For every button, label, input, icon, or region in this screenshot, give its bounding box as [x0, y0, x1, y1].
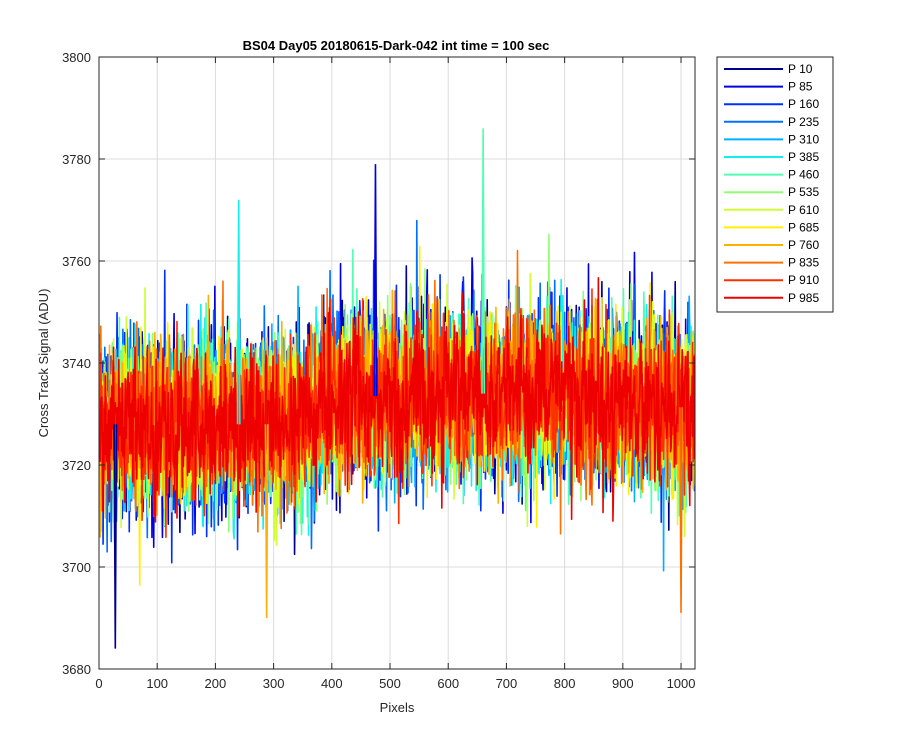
- x-tick-label: 600: [437, 676, 459, 691]
- legend-label: P 310: [788, 132, 819, 146]
- legend-label: P 535: [788, 185, 819, 199]
- legend-label: P 85: [788, 80, 813, 94]
- legend-label: P 835: [788, 256, 819, 270]
- x-tick-label: 900: [612, 676, 634, 691]
- axis-ticks: 0 100 200 300 400 500 600 700 800 900 1000 3680 3700…: [62, 50, 695, 691]
- x-tick-label: 500: [379, 676, 401, 691]
- x-tick-label: 400: [321, 676, 343, 691]
- y-axis-label: Cross Track Signal (ADU): [36, 289, 51, 438]
- series-layer: [99, 128, 695, 649]
- x-tick-label: 200: [205, 676, 227, 691]
- y-tick-label: 3740: [62, 356, 91, 371]
- legend-label: P 160: [788, 97, 819, 111]
- x-axis-label: Pixels: [380, 700, 415, 715]
- spike-line: [679, 407, 683, 613]
- spike-line: [236, 199, 241, 425]
- x-tick-label: 700: [496, 676, 518, 691]
- legend-box: [716, 56, 834, 313]
- y-tick-label: 3760: [62, 254, 91, 269]
- y-tick-label: 3680: [62, 662, 91, 677]
- spike-line: [264, 424, 269, 619]
- legend: P 10 P 85 P 160 P 235 P 310 P 385 P 460 P 535 P …: [716, 56, 834, 313]
- legend-label: P 10: [788, 62, 813, 76]
- legend-label: P 760: [788, 238, 819, 252]
- x-tick-label: 0: [95, 676, 102, 691]
- legend-label: P 610: [788, 203, 819, 217]
- x-tick-label: 100: [146, 676, 168, 691]
- chart-title: BS04 Day05 20180615-Dark-042 int time = …: [243, 38, 550, 53]
- y-tick-label: 3700: [62, 560, 91, 575]
- spike-line: [113, 424, 118, 649]
- legend-label: P 685: [788, 220, 819, 234]
- series-line: [99, 277, 695, 523]
- legend-label: P 235: [788, 115, 819, 129]
- y-tick-label: 3800: [62, 50, 91, 65]
- x-tick-label: 1000: [667, 676, 696, 691]
- x-tick-label: 300: [263, 676, 285, 691]
- spike-line: [373, 164, 378, 397]
- legend-label: P 460: [788, 168, 819, 182]
- legend-label: P 910: [788, 273, 819, 287]
- y-tick-label: 3720: [62, 458, 91, 473]
- legend-label: P 385: [788, 150, 819, 164]
- x-tick-label: 800: [554, 676, 576, 691]
- y-tick-label: 3780: [62, 152, 91, 167]
- spike-line: [481, 128, 486, 394]
- legend-label: P 985: [788, 291, 819, 305]
